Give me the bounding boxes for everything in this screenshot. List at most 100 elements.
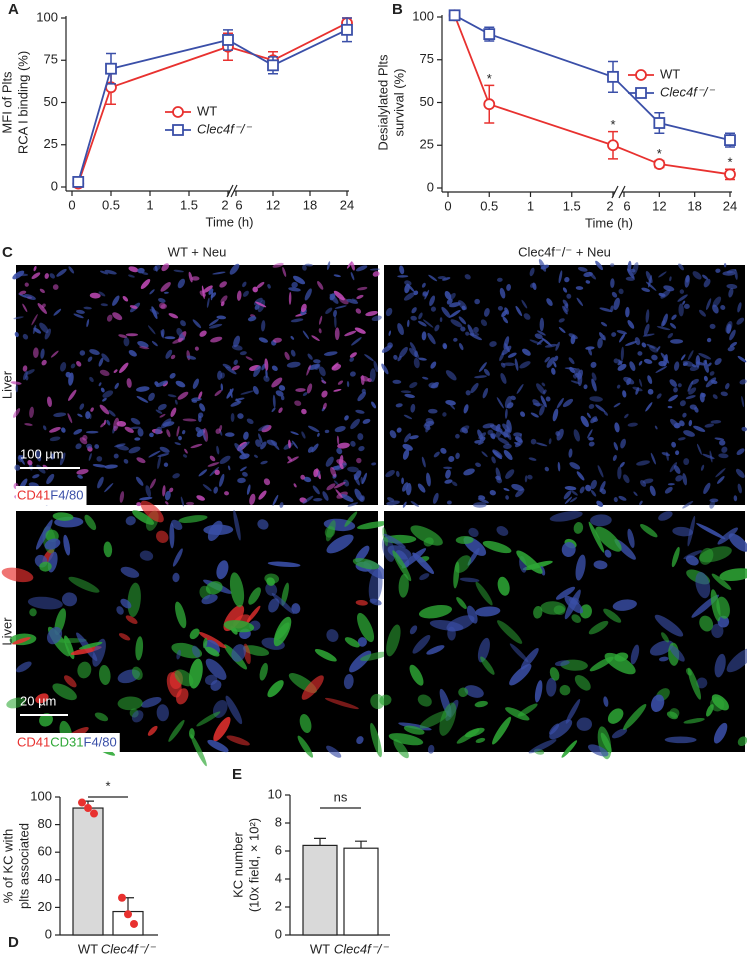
cell — [226, 735, 250, 746]
cell — [699, 392, 705, 403]
cell — [580, 415, 589, 428]
cell — [302, 330, 310, 340]
cell — [102, 397, 107, 402]
cell — [259, 662, 268, 681]
cell — [611, 291, 618, 298]
cell — [158, 298, 166, 303]
cell — [263, 375, 270, 382]
cell — [149, 289, 155, 295]
cell — [39, 288, 45, 294]
cell — [702, 453, 715, 460]
cell — [178, 435, 182, 441]
cell — [341, 494, 354, 502]
axis-break — [230, 184, 238, 198]
cell — [344, 330, 357, 337]
cell — [92, 638, 106, 667]
cell — [169, 372, 176, 379]
cell — [287, 456, 292, 462]
channel-label: CD41 — [17, 487, 50, 502]
cell — [442, 412, 447, 417]
cell — [514, 442, 521, 446]
cell — [396, 427, 402, 433]
cell — [482, 388, 489, 399]
cell — [272, 337, 282, 343]
cell — [12, 637, 31, 645]
cell — [364, 354, 374, 362]
cell — [108, 409, 116, 417]
cell — [225, 366, 237, 375]
x-tick-label: WT — [310, 941, 330, 956]
cell — [227, 465, 231, 471]
cell — [303, 476, 312, 483]
cell — [741, 395, 745, 408]
cell — [166, 429, 171, 438]
y-tick-label: 10 — [268, 786, 282, 801]
cell — [679, 289, 685, 294]
cell — [559, 684, 571, 696]
cell — [541, 337, 552, 347]
cell — [29, 406, 34, 418]
cell — [92, 463, 107, 468]
cell — [625, 306, 630, 318]
marker — [635, 69, 647, 81]
cell — [324, 526, 336, 538]
cell — [695, 571, 711, 599]
cell — [474, 375, 487, 379]
cell — [623, 703, 647, 730]
cell — [509, 663, 532, 686]
cell — [447, 626, 456, 641]
cell — [545, 396, 551, 402]
cell — [400, 390, 412, 394]
cell — [301, 431, 306, 439]
cell — [235, 398, 240, 403]
cell — [470, 382, 479, 394]
x-tick-label: 1 — [146, 197, 153, 212]
cell — [35, 693, 49, 704]
cell — [37, 303, 47, 314]
cell — [513, 432, 522, 437]
cell — [707, 362, 712, 367]
annotation: * — [487, 71, 492, 86]
cell — [613, 442, 619, 451]
cell — [688, 419, 693, 427]
cell — [202, 285, 213, 293]
micrograph-content — [379, 511, 747, 760]
cell — [127, 582, 141, 618]
cell — [313, 468, 318, 478]
column-title: WT + Neu — [168, 244, 227, 259]
cell — [503, 443, 512, 449]
cell — [393, 354, 398, 360]
micrograph-content — [10, 261, 382, 508]
cell — [173, 269, 184, 273]
cell — [410, 403, 416, 413]
cell — [170, 407, 177, 417]
cell — [576, 717, 593, 731]
cell — [199, 330, 207, 337]
cell — [362, 418, 371, 424]
cell — [350, 418, 360, 430]
cell — [136, 386, 150, 392]
cell — [600, 321, 608, 327]
cell — [168, 719, 185, 742]
cell — [155, 380, 168, 388]
cell — [450, 319, 463, 328]
cell — [464, 274, 471, 280]
cell — [613, 297, 620, 311]
cell — [623, 376, 635, 385]
scale-bar-label: 20 µm — [20, 693, 56, 708]
cell — [318, 366, 326, 377]
cell — [90, 407, 94, 412]
cell — [293, 483, 297, 488]
cell — [459, 343, 464, 351]
cell — [683, 718, 705, 724]
cell — [552, 408, 559, 422]
cell — [178, 515, 208, 523]
cell — [61, 427, 66, 433]
cell — [258, 433, 263, 444]
cell — [124, 426, 134, 433]
cell — [255, 301, 267, 308]
cell — [503, 450, 513, 461]
cell — [588, 436, 594, 441]
cell — [387, 497, 395, 502]
